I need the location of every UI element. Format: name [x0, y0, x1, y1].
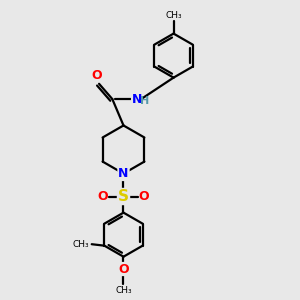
Text: S: S: [118, 189, 129, 204]
Text: O: O: [118, 262, 129, 275]
Text: N: N: [118, 167, 129, 180]
Text: CH₃: CH₃: [72, 240, 89, 249]
Text: O: O: [139, 190, 149, 203]
Text: O: O: [92, 69, 102, 82]
Text: O: O: [98, 190, 108, 203]
Text: CH₃: CH₃: [115, 286, 132, 295]
Text: N: N: [132, 93, 142, 106]
Text: CH₃: CH₃: [165, 11, 182, 20]
Text: H: H: [140, 96, 150, 106]
